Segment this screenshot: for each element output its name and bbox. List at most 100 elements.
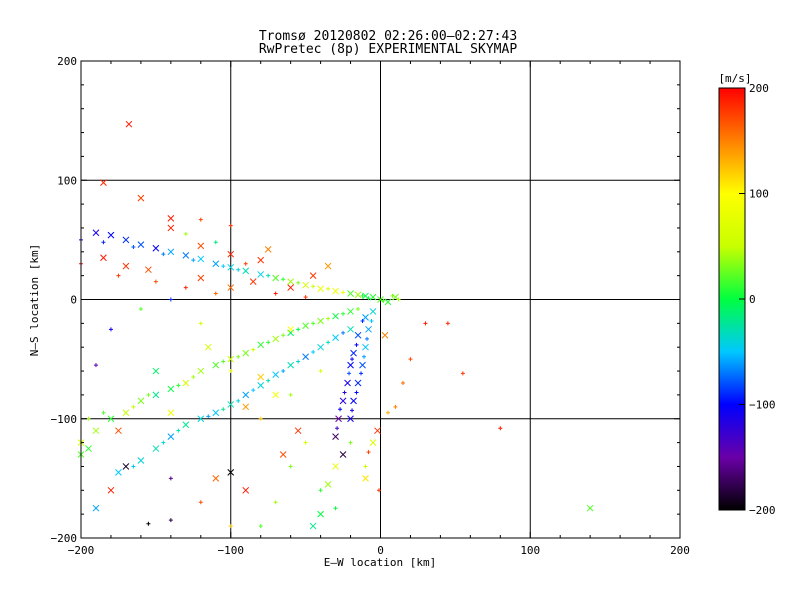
data-point — [318, 369, 323, 374]
data-point — [221, 264, 226, 269]
data-point — [281, 277, 286, 282]
data-point — [287, 284, 295, 291]
data-point — [212, 409, 220, 417]
colorbar-tick-label: 100 — [749, 188, 769, 201]
data-point — [369, 293, 377, 301]
data-point — [242, 403, 250, 411]
data-point — [294, 427, 302, 435]
data-point — [272, 335, 280, 343]
data-point — [303, 295, 308, 300]
data-point — [279, 451, 287, 458]
data-point — [317, 510, 324, 518]
data-point — [227, 401, 235, 408]
data-point — [344, 379, 351, 387]
data-point — [362, 314, 369, 321]
data-point — [122, 262, 130, 270]
data-point — [122, 463, 130, 470]
data-point — [366, 450, 371, 455]
data-point — [354, 390, 359, 395]
data-point — [152, 445, 160, 452]
data-point — [242, 267, 250, 275]
data-point — [302, 322, 309, 330]
data-point — [197, 255, 205, 263]
data-point — [339, 397, 347, 405]
data-point — [317, 285, 324, 293]
data-point — [360, 318, 365, 323]
data-point — [122, 236, 130, 244]
data-point — [213, 291, 218, 296]
data-point — [100, 179, 107, 186]
data-point — [236, 267, 241, 272]
data-point — [227, 250, 235, 258]
data-point — [350, 349, 357, 357]
data-point — [206, 414, 211, 419]
data-point — [338, 407, 343, 412]
data-point — [366, 296, 371, 301]
data-point — [317, 317, 324, 325]
data-point — [92, 229, 100, 237]
data-point — [107, 415, 115, 423]
data-point — [296, 327, 301, 332]
data-point — [198, 500, 203, 505]
x-tick-label: −100 — [218, 544, 245, 557]
data-point — [131, 464, 136, 469]
y-axis-label: N–S location [km] — [28, 244, 41, 357]
y-tick-label: 0 — [70, 294, 77, 307]
data-point — [381, 298, 386, 303]
data-point — [332, 433, 339, 440]
data-point — [167, 385, 175, 393]
data-point — [227, 469, 235, 476]
data-point — [167, 409, 175, 417]
data-point — [341, 290, 346, 295]
data-point — [324, 262, 332, 270]
data-points — [77, 120, 594, 530]
data-point — [354, 342, 359, 347]
data-point — [242, 391, 250, 399]
data-point — [341, 311, 346, 316]
data-point — [227, 263, 235, 271]
data-point — [227, 284, 235, 291]
data-point — [183, 231, 188, 236]
data-point — [227, 355, 235, 363]
data-point — [242, 486, 250, 494]
data-point — [296, 359, 301, 364]
data-point — [116, 273, 121, 278]
data-point — [197, 415, 205, 423]
data-point — [272, 371, 280, 378]
data-point — [339, 451, 347, 458]
colorbar-label: [m/s] — [718, 72, 751, 85]
data-point — [381, 331, 389, 339]
data-point — [362, 354, 367, 359]
data-point — [228, 369, 233, 374]
data-point — [369, 318, 374, 323]
data-point — [212, 361, 220, 369]
x-tick-label: 200 — [670, 544, 690, 557]
data-point — [228, 524, 233, 529]
data-point — [326, 286, 331, 291]
data-point — [167, 224, 175, 232]
data-point — [152, 391, 160, 399]
data-point — [107, 231, 115, 239]
data-point — [100, 254, 107, 262]
data-point — [183, 285, 188, 290]
data-point — [460, 371, 465, 376]
data-point — [108, 327, 113, 332]
data-point — [360, 293, 365, 298]
data-point — [393, 404, 398, 409]
chart-subtitle: RwPretec (8p) EXPERIMENTAL SKYMAP — [259, 42, 517, 57]
data-point — [152, 244, 160, 252]
data-point — [347, 371, 352, 376]
data-point — [167, 433, 175, 440]
data-point — [317, 343, 324, 351]
data-point — [257, 341, 265, 349]
data-point — [197, 242, 205, 250]
data-point — [168, 476, 173, 481]
data-point — [445, 321, 450, 326]
data-point — [152, 367, 160, 375]
data-point — [137, 397, 145, 405]
x-tick-label: −200 — [68, 544, 95, 557]
data-point — [176, 383, 181, 388]
data-point — [168, 297, 173, 302]
data-point — [131, 404, 136, 409]
